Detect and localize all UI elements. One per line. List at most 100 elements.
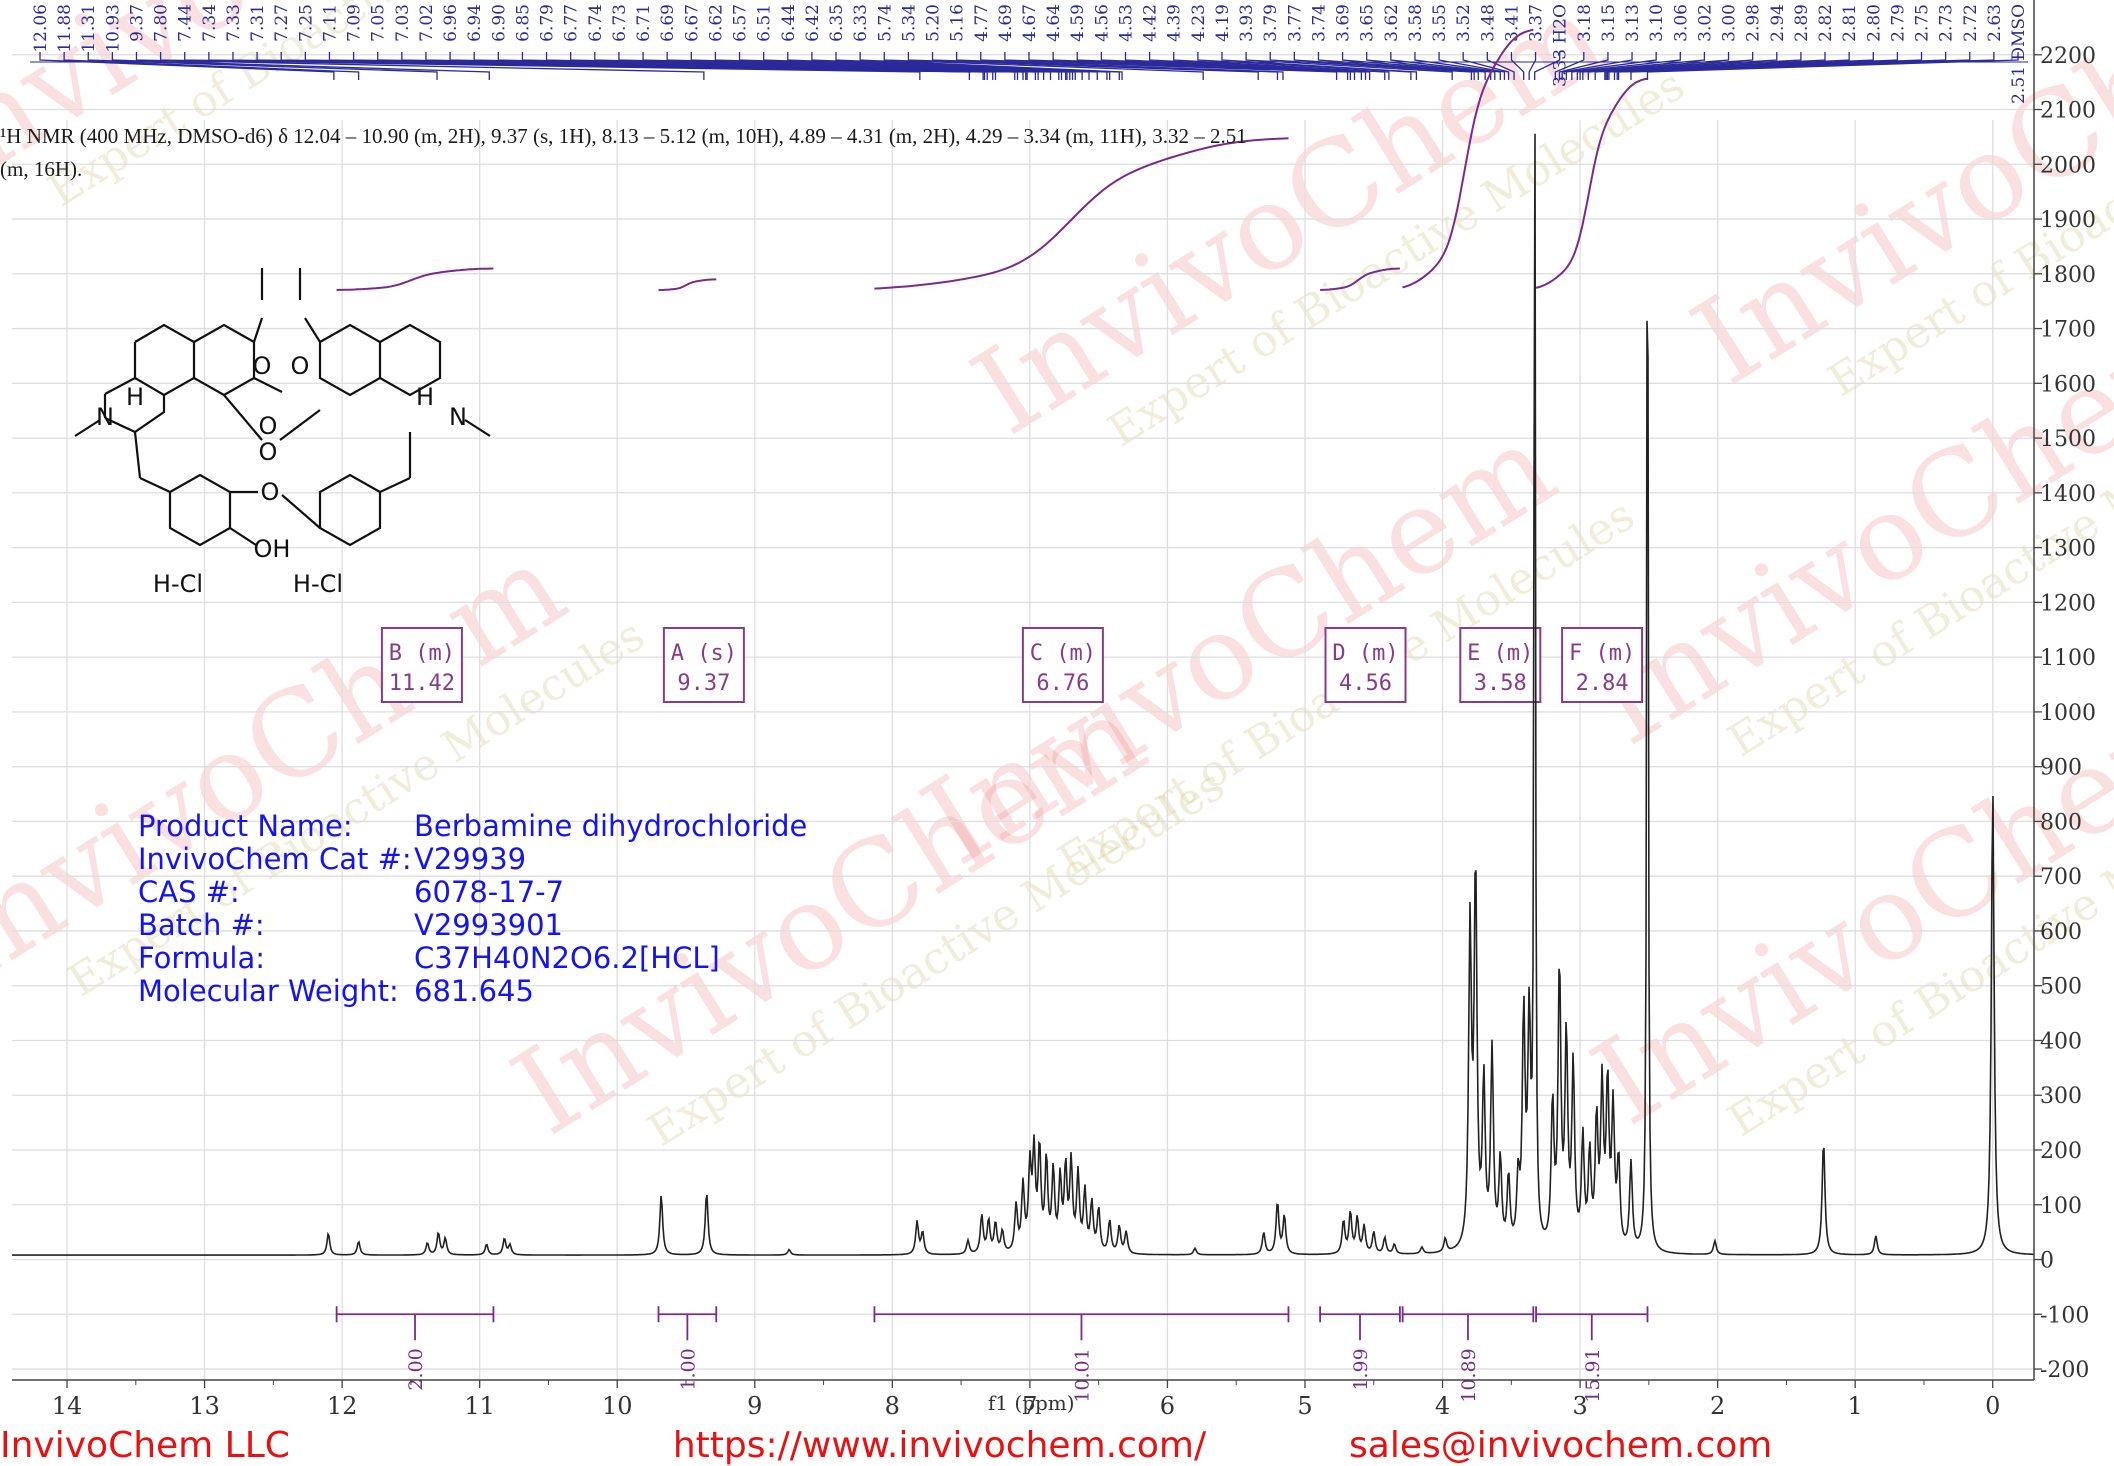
peak-label: 6.71 xyxy=(634,4,654,42)
peak-label-leader xyxy=(1052,52,1356,80)
integral-curve xyxy=(336,267,494,291)
multiplet-label: B (m) xyxy=(389,641,455,666)
peak-label: 3.79 xyxy=(1261,4,1281,42)
peak-label-leader xyxy=(1462,52,1510,80)
peak-label: 7.11 xyxy=(320,4,340,42)
atom-h-left: H xyxy=(126,383,144,411)
cas-value: 6078-17-7 xyxy=(414,875,565,909)
peak-label: 6.79 xyxy=(538,4,558,42)
peak-label: 10.93 xyxy=(103,4,123,53)
peak-label-leader xyxy=(1510,52,1525,80)
peak-label-leader xyxy=(1100,52,1367,80)
y-tick-label: 900 xyxy=(2040,756,2082,781)
x-tick-label: 6 xyxy=(1160,1392,1175,1420)
peak-label: 3.33 H2O xyxy=(1551,4,1571,87)
bond-right-ring xyxy=(379,323,442,397)
peak-label-leader xyxy=(1630,52,1995,80)
peak-label-leader xyxy=(1594,52,1802,80)
atom-o-4: O xyxy=(259,438,278,466)
peak-label: 4.67 xyxy=(1020,4,1040,42)
peak-label: 4.69 xyxy=(996,4,1016,42)
atom-o-3: O xyxy=(259,412,278,440)
y-tick-label: 1200 xyxy=(2040,591,2096,616)
peak-label: 6.44 xyxy=(779,4,799,42)
x-axis-label: f1 (ppm) xyxy=(988,1391,1075,1415)
atom-o-2: O xyxy=(291,352,310,380)
peak-label: 5.16 xyxy=(948,4,968,42)
chemical-structure xyxy=(74,268,491,547)
integral-value: 10.89 xyxy=(1458,1348,1480,1402)
x-tick-label: 10 xyxy=(602,1392,633,1420)
multiplet-box xyxy=(1021,627,1104,703)
peak-label: 7.31 xyxy=(248,4,268,42)
multiplet-label: F (m) xyxy=(1569,641,1635,666)
x-tick-label: 11 xyxy=(464,1392,495,1420)
peak-label: 11.31 xyxy=(79,4,99,53)
y-tick-label: 500 xyxy=(2040,975,2082,1000)
integral-curves xyxy=(336,28,1648,292)
peak-label: 5.74 xyxy=(875,4,895,42)
integral-value: 1.99 xyxy=(1350,1348,1372,1390)
peak-label: 2.82 xyxy=(1816,4,1836,42)
peak-label: 3.58 xyxy=(1406,4,1426,42)
peak-label: 6.74 xyxy=(586,4,606,42)
x-tick-label: 7 xyxy=(1022,1392,1037,1420)
formula-label: Formula: xyxy=(138,941,266,975)
peak-label: 2.73 xyxy=(1937,4,1957,42)
footer-company: InvivoChem LLC xyxy=(0,1425,290,1466)
peak-label: 6.35 xyxy=(827,4,847,42)
peak-label: 7.44 xyxy=(176,4,196,42)
bond-left-phenol xyxy=(139,473,232,547)
mw-value: 681.645 xyxy=(414,974,534,1008)
peak-label: 6.94 xyxy=(465,4,485,42)
bond-oh xyxy=(229,527,257,546)
peak-label-leader xyxy=(1197,52,1412,80)
y-tick-label: 300 xyxy=(2040,1084,2082,1109)
peak-label: 3.48 xyxy=(1478,4,1498,42)
y-tick-label: 2100 xyxy=(2040,99,2096,124)
atom-n-right: N xyxy=(449,403,467,431)
peak-label: 2.63 xyxy=(1985,4,2005,42)
y-tick-label: 1300 xyxy=(2040,537,2096,562)
peak-label: 4.59 xyxy=(1068,4,1088,42)
peak-label-leader xyxy=(135,52,705,80)
bond-o-bridge xyxy=(223,394,263,441)
peak-label-leader xyxy=(111,52,490,80)
peak-label: 3.65 xyxy=(1358,4,1378,42)
peak-label: 2.72 xyxy=(1961,4,1981,42)
y-tick-label: 1100 xyxy=(2040,646,2096,671)
x-tick-label: 8 xyxy=(885,1392,900,1420)
y-tick-label: 700 xyxy=(2040,865,2082,890)
multiplet-box xyxy=(662,627,745,703)
product-name-value: Berbamine dihydrochloride xyxy=(414,809,808,843)
multiplet-value: 2.84 xyxy=(1576,671,1629,696)
peak-label: 2.75 xyxy=(1913,4,1933,42)
multiplet-label: D (m) xyxy=(1332,641,1398,666)
integral-value: 10.01 xyxy=(1071,1348,1093,1402)
peak-label-leader xyxy=(1565,52,1657,80)
bond-left-n-me xyxy=(74,419,101,437)
bond-right-n-me xyxy=(464,419,491,437)
x-tick-label: 4 xyxy=(1435,1392,1450,1420)
peak-label-leader xyxy=(883,52,1204,80)
peak-label-leader xyxy=(1414,52,1501,80)
peak-label: 3.52 xyxy=(1454,4,1474,42)
peak-label: 4.64 xyxy=(1044,4,1064,42)
grid xyxy=(12,54,2034,1380)
peak-labels: 12.06 11.88 11.31 10.93 9.37 7.80 7.44 7.34 7.33… xyxy=(30,4,2029,104)
bond-left-ch2 xyxy=(133,431,142,479)
integral-curve xyxy=(658,278,717,292)
peak-label-leader xyxy=(1366,52,1492,80)
y-tick-label: 200 xyxy=(2040,1139,2082,1164)
peak-label-leader xyxy=(811,52,1111,80)
peak-label-leader xyxy=(859,52,1123,80)
peak-label: 6.85 xyxy=(513,4,533,42)
peak-label: 4.23 xyxy=(1189,4,1209,42)
footer-contact: InvivoChem LLC https://www.invivochem.co… xyxy=(0,1425,1772,1466)
peak-label-leader xyxy=(87,52,438,80)
peak-label-leader xyxy=(1579,52,1730,80)
peak-label: 3.18 xyxy=(1575,4,1595,42)
product-name-row: Product Name: Berbamine dihydrochloride xyxy=(138,810,807,843)
bond-o-bridge2 xyxy=(279,409,321,441)
